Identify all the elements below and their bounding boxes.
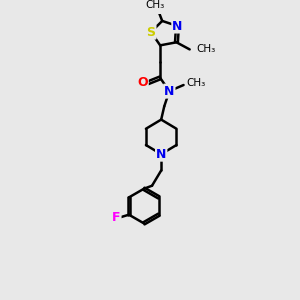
Text: CH₃: CH₃: [197, 44, 216, 54]
Text: F: F: [112, 211, 121, 224]
Text: CH₃: CH₃: [187, 78, 206, 88]
Text: CH₃: CH₃: [146, 0, 165, 10]
Text: S: S: [146, 26, 155, 39]
Text: N: N: [172, 20, 183, 32]
Text: N: N: [156, 148, 166, 161]
Text: O: O: [137, 76, 148, 89]
Text: N: N: [164, 85, 175, 98]
